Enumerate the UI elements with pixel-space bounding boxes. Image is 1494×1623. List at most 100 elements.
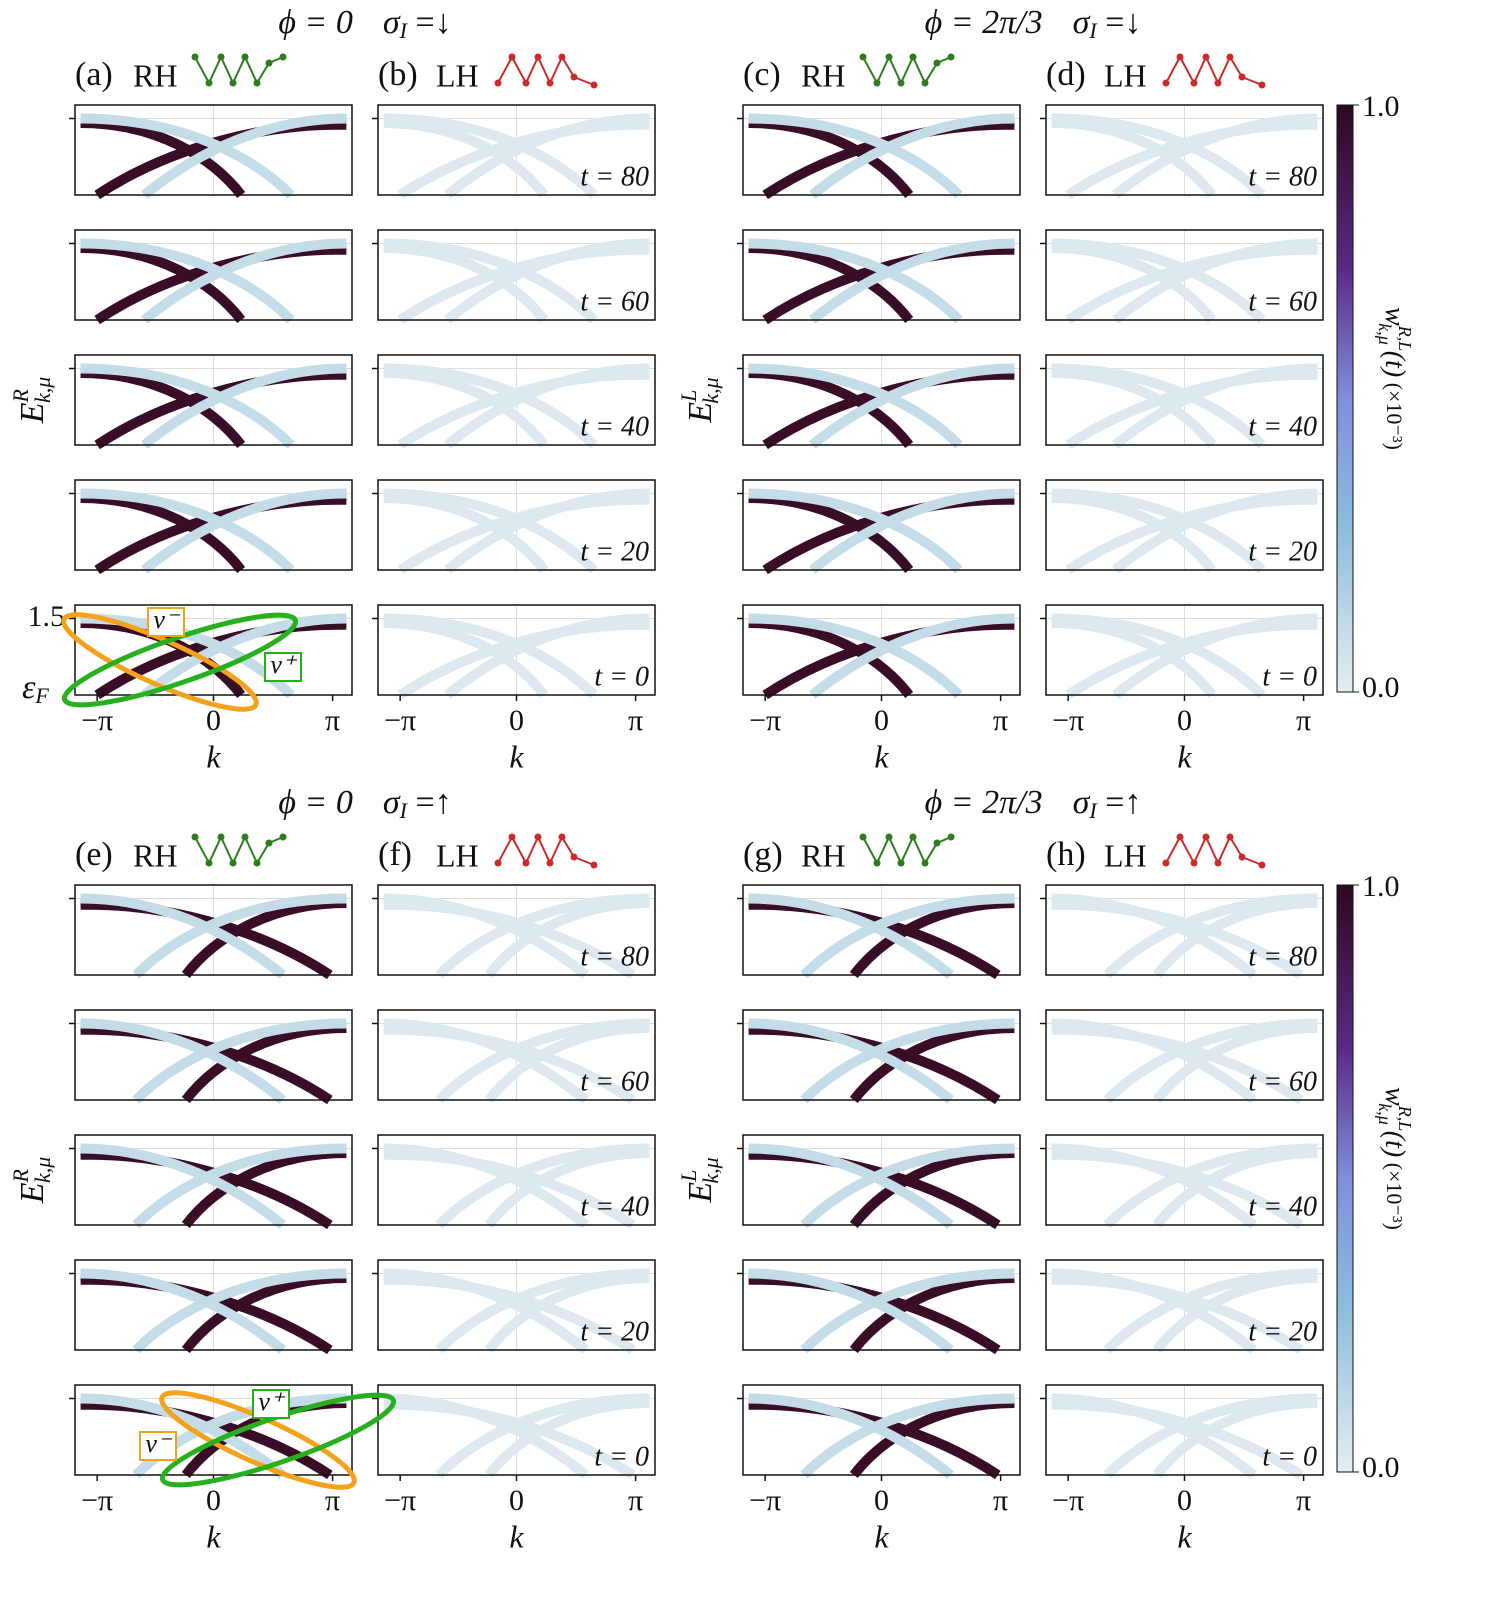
site (1238, 73, 1246, 81)
sup: L (676, 1170, 701, 1183)
panel-label: (b) (378, 56, 418, 93)
band (748, 1268, 954, 1354)
band (383, 363, 598, 449)
site (1202, 53, 1210, 61)
band (1051, 238, 1266, 324)
y-axis-label: ELk,μ (676, 1157, 723, 1203)
sub: k,μ (698, 1157, 723, 1183)
panel-frame (74, 104, 353, 196)
site (558, 53, 566, 61)
band (397, 494, 650, 575)
band (748, 613, 963, 699)
sup: L (676, 390, 701, 403)
site (534, 833, 542, 841)
band (80, 1143, 286, 1229)
site (570, 73, 578, 81)
band (80, 488, 295, 574)
site (921, 859, 929, 867)
band (383, 1393, 589, 1479)
sub: k,μ (30, 377, 55, 403)
v-plus-box (252, 1389, 290, 1419)
band (1051, 1399, 1304, 1480)
band (1065, 119, 1318, 200)
band (748, 1143, 954, 1229)
band (80, 1149, 333, 1230)
scale: (×10⁻³) (1382, 1157, 1407, 1230)
chain-icon (194, 54, 284, 86)
panel-label: (e) (75, 836, 113, 873)
x-tick-label: −π (81, 1484, 113, 1517)
band (1103, 1393, 1318, 1479)
band (800, 893, 1015, 979)
band (748, 493, 914, 574)
band (383, 618, 549, 699)
site (947, 833, 955, 841)
time-label: t = 60 (1248, 1066, 1317, 1097)
band (1103, 1268, 1318, 1354)
band (444, 363, 650, 449)
panel-label: (g) (743, 836, 783, 873)
x-tick-label: −π (749, 1484, 781, 1517)
band (80, 368, 246, 449)
site (265, 839, 273, 847)
band (141, 363, 347, 449)
site (253, 859, 261, 867)
band (80, 1024, 333, 1105)
band (1152, 1148, 1318, 1229)
band (435, 1018, 650, 1104)
v-plus-ellipse (159, 1392, 397, 1488)
x-tick-label: 0 (509, 704, 524, 737)
site (546, 859, 554, 867)
quadrant-title: ϕ = 0 σI =↑ (278, 784, 451, 823)
site (534, 53, 542, 61)
v-minus-box (139, 1431, 177, 1461)
panel-label: (d) (1046, 56, 1086, 93)
spin: =↑ (1097, 784, 1142, 821)
panel-frame (74, 1259, 353, 1351)
band (435, 1268, 650, 1354)
band (132, 1143, 347, 1229)
time-label: t = 80 (1248, 161, 1317, 192)
handedness: LH (1104, 837, 1147, 873)
band (800, 1143, 1015, 1229)
band (748, 618, 914, 699)
band (809, 488, 1015, 574)
x-axis-label: k (206, 1518, 221, 1554)
band (484, 1023, 650, 1104)
colorbar (1336, 104, 1354, 693)
band (1051, 493, 1217, 574)
main: E (14, 1182, 51, 1204)
site (217, 53, 225, 61)
band (397, 369, 650, 450)
site (1214, 859, 1222, 867)
band (383, 488, 598, 574)
band (383, 1274, 636, 1355)
site (229, 859, 237, 867)
x-tick-label: −π (1052, 1484, 1084, 1517)
panel-frame (377, 1134, 656, 1226)
quadrant-title: ϕ = 2π/3 σI =↑ (925, 784, 1142, 823)
main: E (682, 402, 719, 424)
time-label: t = 40 (1248, 1191, 1317, 1222)
v-plus: v⁺ (270, 650, 298, 679)
site (1190, 859, 1198, 867)
site (570, 853, 578, 861)
site (508, 833, 516, 841)
band (80, 1268, 286, 1354)
site (1238, 853, 1246, 861)
band (94, 244, 347, 325)
site (1176, 53, 1184, 61)
band (484, 1398, 650, 1479)
band (762, 494, 1015, 575)
site (229, 79, 237, 87)
band (94, 119, 347, 200)
band (484, 898, 650, 979)
panel-frame (742, 354, 1021, 446)
band (181, 898, 347, 979)
band (1051, 488, 1266, 574)
band (141, 613, 347, 699)
site (508, 53, 516, 61)
band (1051, 1393, 1257, 1479)
band (132, 893, 347, 979)
v-plus-box (264, 652, 302, 682)
